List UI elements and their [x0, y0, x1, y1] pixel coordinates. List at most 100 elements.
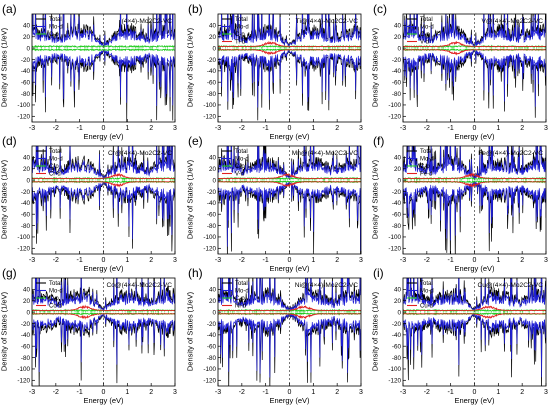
dos-plot-d: -3 -2 -1 0 1 2 3 -120 -100 -80 -60 -40 -20 0 20 40 Total… [17, 145, 177, 264]
y-tick-label-h-3: -60 [207, 344, 217, 351]
y-tick-label-a-1: -100 [17, 102, 30, 109]
x-tick-label-c-0: -3 [400, 125, 406, 132]
panel-annotation-g: Co@(4×4)-Mo2C2-VC [106, 282, 172, 289]
dopant-d-spin-down-line-h [218, 313, 361, 320]
y-tick-label-a-4: -40 [21, 68, 31, 75]
legend-label-g-2: C-p [49, 296, 59, 302]
y-tick-label-i-7: 20 [394, 298, 402, 305]
y-tick-label-b-0: -120 [203, 114, 216, 121]
x-tick-label-g-3: 0 [102, 389, 106, 396]
x-tick-label-a-4: 1 [125, 125, 129, 132]
y-tick-label-g-7: 20 [23, 298, 31, 305]
y-tick-label-f-6: 0 [397, 177, 401, 184]
y-tick-label-c-1: -100 [388, 102, 401, 109]
y-tick-label-e-0: -120 [203, 246, 216, 253]
dopant-d-spin-down-line-e [218, 181, 361, 188]
x-tick-label-h-0: -3 [215, 389, 221, 396]
legend-label-g-0: Total [49, 281, 62, 287]
x-tick-label-h-2: -1 [263, 389, 269, 396]
x-tick-label-b-1: -2 [239, 125, 245, 132]
panel-label-a: (a) [2, 2, 17, 16]
legend-label-d-3: Cr-d [49, 172, 61, 178]
y-tick-label-c-2: -80 [392, 91, 402, 98]
y-tick-label-d-8: 40 [23, 155, 31, 162]
y-tick-label-i-1: -100 [388, 366, 401, 373]
y-axis-label-h: Density of States (1/eV) [185, 291, 195, 372]
x-tick-label-g-6: 3 [173, 389, 177, 396]
x-tick-label-b-5: 2 [335, 125, 339, 132]
x-tick-label-a-6: 3 [173, 125, 177, 132]
dos-plot-e: -3 -2 -1 0 1 2 3 -120 -100 -80 -60 -40 -20 0 20 40 Total… [203, 145, 363, 264]
dopant-d-spin-down-line-f [403, 181, 546, 188]
panel-annotation-b: Ti@(4×4)-Mo2C2-VC [296, 18, 359, 25]
x-axis-label-b: Energy (eV) [269, 132, 310, 141]
y-axis-label-c: Density of States (1/eV) [370, 27, 380, 108]
y-tick-label-h-4: -40 [207, 332, 217, 339]
y-tick-label-h-5: -20 [207, 321, 217, 328]
y-tick-label-e-4: -40 [207, 200, 217, 207]
dopant-d-spin-down-line-g [32, 313, 175, 320]
y-tick-label-c-7: 20 [394, 34, 402, 41]
mo-d-spin-down-line-f [403, 180, 546, 241]
y-axis-label-d: Density of States (1/eV) [0, 159, 9, 240]
x-tick-label-e-3: 0 [288, 257, 292, 264]
x-tick-label-i-0: -3 [400, 389, 406, 396]
y-tick-label-c-0: -120 [388, 114, 401, 121]
mo-d-spin-up-line-e [218, 146, 361, 179]
y-tick-label-e-8: 40 [209, 155, 217, 162]
x-tick-label-d-1: -2 [53, 257, 59, 264]
legend-label-a-1: Mo-d [49, 25, 63, 31]
x-tick-label-i-3: 0 [473, 389, 477, 396]
panel-annotation-a: (4×4)-Mo2C2-VC [122, 18, 173, 25]
y-axis-label-g: Density of States (1/eV) [0, 291, 9, 372]
x-tick-label-h-4: 1 [311, 389, 315, 396]
y-tick-label-i-2: -80 [392, 355, 402, 362]
x-tick-label-f-6: 3 [544, 257, 548, 264]
y-tick-label-b-2: -80 [207, 91, 217, 98]
x-tick-label-a-0: -3 [29, 125, 35, 132]
legend-label-f-0: Total [420, 149, 433, 155]
y-tick-label-c-8: 40 [394, 23, 402, 30]
x-tick-label-b-3: 0 [288, 125, 292, 132]
y-tick-label-b-3: -60 [207, 80, 217, 87]
x-tick-label-f-1: -2 [424, 257, 430, 264]
legend-label-b-3: Ti-d [235, 40, 245, 46]
x-tick-label-f-0: -3 [400, 257, 406, 264]
y-tick-label-e-1: -100 [203, 234, 216, 241]
dos-plot-g: -3 -2 -1 0 1 2 3 -120 -100 -80 -60 -40 -20 0 20 40 Total… [17, 277, 177, 396]
x-axis-label-d: Energy (eV) [83, 264, 124, 273]
y-axis-label-e: Density of States (1/eV) [185, 159, 195, 240]
y-tick-label-g-5: -20 [21, 321, 31, 328]
legend-label-h-2: C-p [235, 296, 245, 302]
x-tick-label-d-2: -1 [77, 257, 83, 264]
mo-d-spin-up-line-d [32, 146, 175, 179]
legend-label-d-0: Total [49, 149, 62, 155]
total-spin-up-line-h [218, 278, 361, 311]
y-tick-label-i-6: 0 [397, 309, 401, 316]
legend-label-c-3: V-d [420, 40, 429, 46]
panel-annotation-f: Fe@(4×4)-Mo2C2-VC [478, 150, 543, 157]
x-tick-label-i-6: 3 [544, 389, 548, 396]
legend-label-f-3: Fe-d [420, 172, 432, 178]
panel-label-d: (d) [2, 134, 17, 148]
x-tick-label-e-0: -3 [215, 257, 221, 264]
legend-label-e-3: V-d [235, 172, 244, 178]
y-tick-label-h-6: 0 [212, 309, 216, 316]
x-tick-label-b-0: -3 [215, 125, 221, 132]
legend-label-b-0: Total [235, 17, 248, 23]
y-tick-label-h-8: 40 [209, 287, 217, 294]
mo-d-spin-up-line-b [218, 14, 361, 47]
legend-label-d-1: Mo-d [49, 157, 63, 163]
x-tick-label-a-1: -2 [53, 125, 59, 132]
x-tick-label-e-4: 1 [311, 257, 315, 264]
legend-label-b-2: C-p [235, 32, 245, 38]
panel-label-c: (c) [373, 2, 387, 16]
x-axis-label-e: Energy (eV) [269, 264, 310, 273]
panel-label-i: (i) [373, 266, 384, 280]
x-tick-label-c-1: -2 [424, 125, 430, 132]
x-tick-label-a-3: 0 [102, 125, 106, 132]
y-tick-label-d-6: 0 [26, 177, 30, 184]
y-tick-label-c-3: -60 [392, 80, 402, 87]
y-tick-label-c-6: 0 [397, 45, 401, 52]
x-tick-label-d-3: 0 [102, 257, 106, 264]
